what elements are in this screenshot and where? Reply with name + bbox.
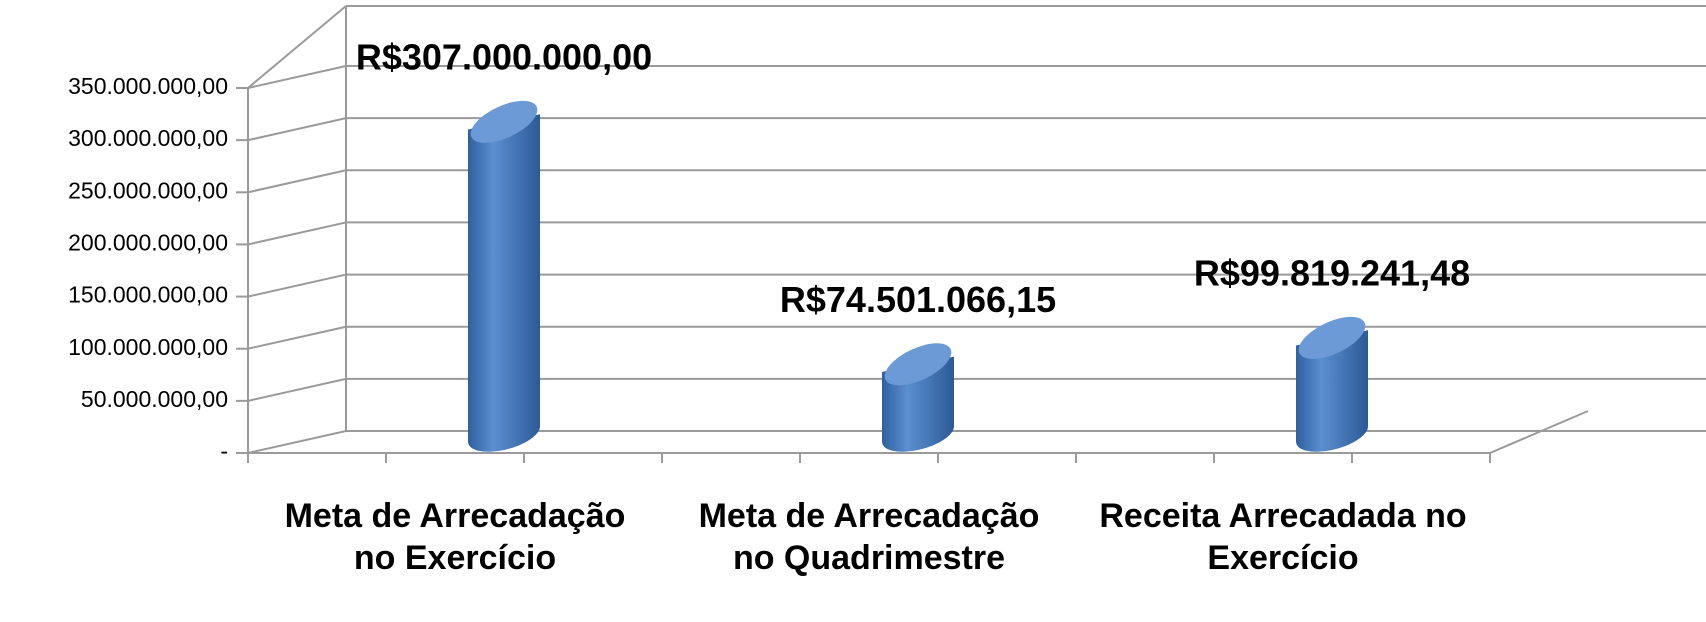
side-wall-top (247, 5, 347, 89)
bar-top (1298, 316, 1366, 359)
grid-line-side (247, 325, 347, 350)
y-tick-label: 300.000.000,00 (68, 125, 228, 151)
x-tick-label: Meta de Arrecadação no Exercício (284, 497, 626, 577)
grid-line-side (247, 221, 347, 246)
value-label: R$307.000.000,00 (356, 36, 652, 77)
grid-line-side (247, 117, 347, 142)
x-tick-label: Meta de Arrecadação no Quadrimestre (698, 497, 1040, 577)
grid-line-side (247, 273, 347, 298)
grid-line-side (247, 430, 347, 454)
grid-line-side (247, 377, 347, 402)
bar-body (468, 114, 540, 452)
grid-line-side (247, 169, 347, 194)
y-tick-label: 150.000.000,00 (68, 282, 228, 308)
y-tick-label: - (220, 438, 228, 464)
y-tick-label: 350.000.000,00 (68, 73, 228, 99)
grid-line-side (247, 65, 347, 89)
bar-top (470, 100, 538, 143)
bar (468, 100, 540, 452)
bar-top (884, 343, 952, 386)
y-tick-label: 250.000.000,00 (68, 177, 228, 203)
y-tick-label: 50.000.000,00 (81, 386, 228, 412)
bar (1296, 316, 1368, 452)
value-label: R$99.819.241,48 (1194, 252, 1470, 293)
x-tick-label: Receita Arrecadada no Exercício (1099, 497, 1467, 577)
value-label: R$74.501.066,15 (780, 279, 1056, 320)
y-tick-label: 100.000.000,00 (68, 334, 228, 360)
bar (882, 343, 954, 452)
bar-body (1296, 330, 1368, 452)
y-tick-label: 200.000.000,00 (68, 230, 228, 256)
